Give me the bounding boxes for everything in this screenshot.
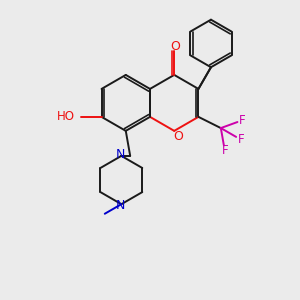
Text: N: N [116, 199, 125, 212]
Text: O: O [174, 130, 184, 143]
Text: F: F [239, 114, 246, 127]
Text: N: N [116, 148, 125, 161]
Text: F: F [237, 133, 244, 146]
Text: F: F [221, 144, 228, 157]
Text: HO: HO [56, 110, 74, 123]
Text: O: O [170, 40, 180, 53]
